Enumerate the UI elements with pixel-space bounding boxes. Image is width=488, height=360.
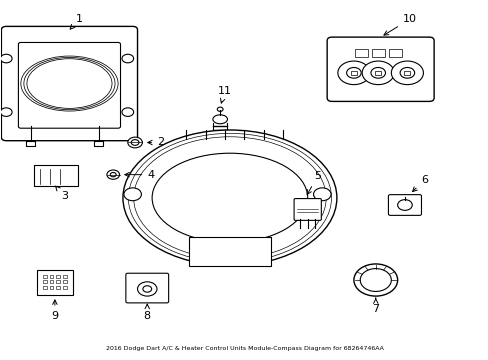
Text: 2016 Dodge Dart A/C & Heater Control Units Module-Compass Diagram for 68264746AA: 2016 Dodge Dart A/C & Heater Control Uni… [105, 346, 383, 351]
Text: 1: 1 [70, 14, 82, 29]
Circle shape [313, 188, 330, 201]
Text: 9: 9 [51, 300, 59, 321]
FancyBboxPatch shape [49, 280, 53, 283]
Ellipse shape [122, 130, 336, 266]
FancyBboxPatch shape [49, 286, 53, 289]
Circle shape [107, 170, 119, 179]
FancyBboxPatch shape [1, 26, 137, 141]
Circle shape [362, 61, 393, 85]
Circle shape [123, 188, 141, 201]
FancyBboxPatch shape [43, 286, 47, 289]
Circle shape [397, 200, 411, 210]
FancyBboxPatch shape [374, 71, 380, 75]
Text: 4: 4 [124, 170, 154, 180]
Circle shape [131, 140, 139, 145]
FancyBboxPatch shape [43, 275, 47, 278]
Circle shape [110, 172, 116, 177]
Ellipse shape [212, 115, 227, 124]
FancyBboxPatch shape [404, 71, 409, 75]
FancyBboxPatch shape [37, 270, 73, 295]
Circle shape [217, 107, 223, 111]
Circle shape [390, 61, 423, 85]
Text: 3: 3 [56, 186, 68, 201]
Circle shape [370, 67, 385, 78]
Circle shape [122, 108, 133, 116]
FancyBboxPatch shape [62, 286, 66, 289]
FancyBboxPatch shape [293, 199, 321, 220]
FancyBboxPatch shape [387, 195, 421, 215]
FancyBboxPatch shape [125, 273, 168, 303]
Text: 10: 10 [383, 14, 416, 35]
FancyBboxPatch shape [62, 275, 66, 278]
Circle shape [137, 282, 157, 296]
Circle shape [337, 61, 369, 85]
FancyBboxPatch shape [19, 42, 120, 128]
Text: 7: 7 [371, 298, 379, 314]
FancyBboxPatch shape [326, 37, 433, 102]
Circle shape [122, 54, 133, 63]
Circle shape [0, 108, 12, 116]
Text: 6: 6 [412, 175, 427, 192]
Circle shape [0, 54, 12, 63]
FancyBboxPatch shape [34, 165, 78, 186]
Ellipse shape [152, 153, 307, 243]
FancyBboxPatch shape [56, 280, 60, 283]
Circle shape [127, 137, 142, 148]
Text: 2: 2 [147, 138, 164, 148]
Text: 5: 5 [306, 171, 320, 194]
FancyBboxPatch shape [49, 275, 53, 278]
Circle shape [142, 286, 151, 292]
Circle shape [353, 264, 397, 296]
FancyBboxPatch shape [354, 49, 367, 57]
FancyBboxPatch shape [56, 286, 60, 289]
Text: 11: 11 [218, 86, 232, 103]
Text: 8: 8 [143, 304, 150, 321]
FancyBboxPatch shape [43, 280, 47, 283]
Circle shape [346, 67, 361, 78]
FancyBboxPatch shape [388, 49, 401, 57]
Circle shape [360, 269, 390, 292]
FancyBboxPatch shape [56, 275, 60, 278]
FancyBboxPatch shape [350, 71, 356, 75]
FancyBboxPatch shape [62, 280, 66, 283]
Circle shape [399, 67, 414, 78]
FancyBboxPatch shape [188, 237, 271, 266]
FancyBboxPatch shape [371, 49, 384, 57]
